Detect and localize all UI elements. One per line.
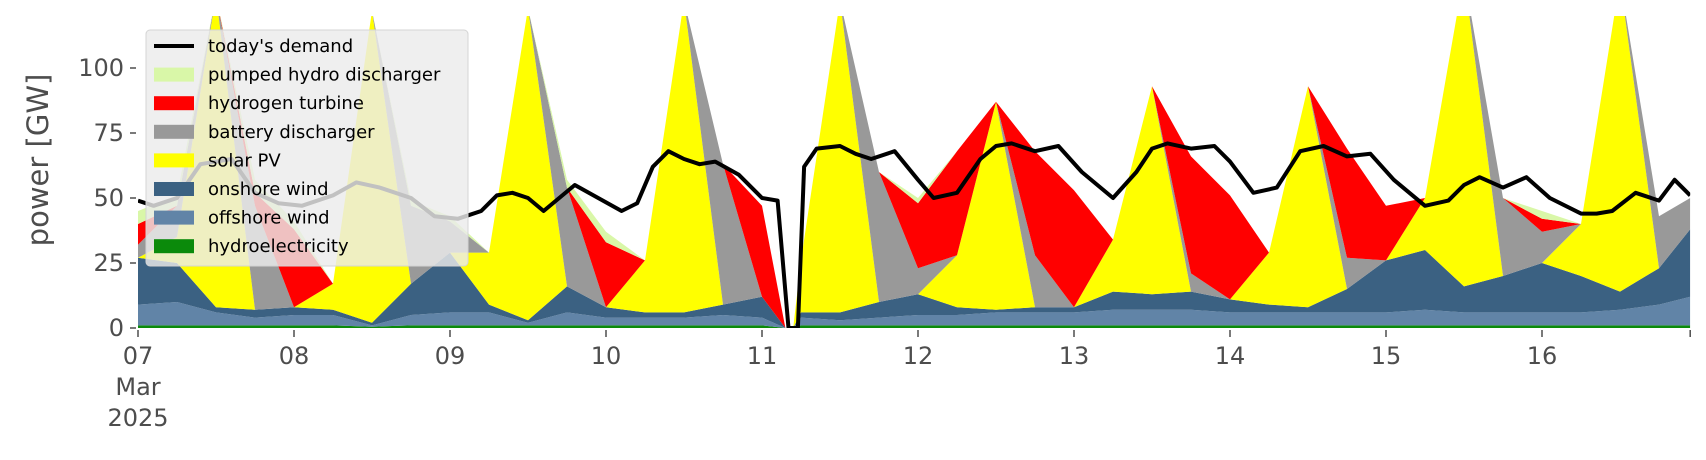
legend-swatch	[154, 124, 194, 139]
axes: 0 25 50 75 100 07 Mar 2025 08 09 10 11 12 13 14 15 16	[78, 54, 1691, 432]
legend-label: onshore wind	[208, 179, 329, 200]
x-tick-label: 09	[435, 342, 466, 370]
x-tick-label: 14	[1215, 342, 1246, 370]
area-hydroelectricity	[138, 325, 1691, 328]
area-solar-pv	[138, 16, 1691, 328]
y-tick-label: 25	[93, 249, 124, 277]
legend-swatch	[154, 182, 194, 196]
legend-label: hydroelectricity	[208, 236, 349, 257]
y-tick-label: 0	[109, 314, 124, 342]
legend-swatch	[154, 239, 194, 254]
x-tick-label: 07 Mar 2025	[107, 342, 168, 432]
x-tick-label: 16	[1527, 342, 1558, 370]
x-tick-label: 15	[1371, 342, 1402, 370]
y-tick-label: 75	[93, 119, 124, 147]
legend-label: offshore wind	[208, 208, 330, 229]
legend-label: pumped hydro discharger	[208, 65, 441, 86]
x-tick-label: 08	[279, 342, 310, 370]
legend-label: today's demand	[208, 36, 353, 57]
y-axis-label: power [GW]	[21, 74, 55, 247]
legend-label: solar PV	[208, 150, 281, 171]
legend-box	[145, 29, 469, 267]
legend-swatch	[154, 96, 194, 111]
area-series-group	[138, 16, 1691, 328]
legend-swatch	[154, 153, 194, 168]
legend-swatch	[154, 210, 194, 225]
y-tick-label: 100	[78, 54, 124, 82]
x-tick-label: 12	[903, 342, 934, 370]
x-tick-label: 10	[591, 342, 622, 370]
x-tick-label: 13	[1059, 342, 1090, 370]
legend-label: battery discharger	[208, 122, 375, 143]
area-battery-discharger	[138, 16, 1691, 328]
x-tick-label: 11	[747, 342, 778, 370]
area-onshore-wind	[138, 229, 1691, 328]
area-hydrogen-turbine	[138, 16, 1691, 328]
legend-swatch	[154, 67, 194, 82]
y-tick-label: 50	[93, 184, 124, 212]
legend-label: hydrogen turbine	[208, 93, 364, 114]
legend: today's demand pumped hydro discharger hyd…	[145, 29, 469, 267]
area-offshore-wind	[138, 296, 1691, 328]
